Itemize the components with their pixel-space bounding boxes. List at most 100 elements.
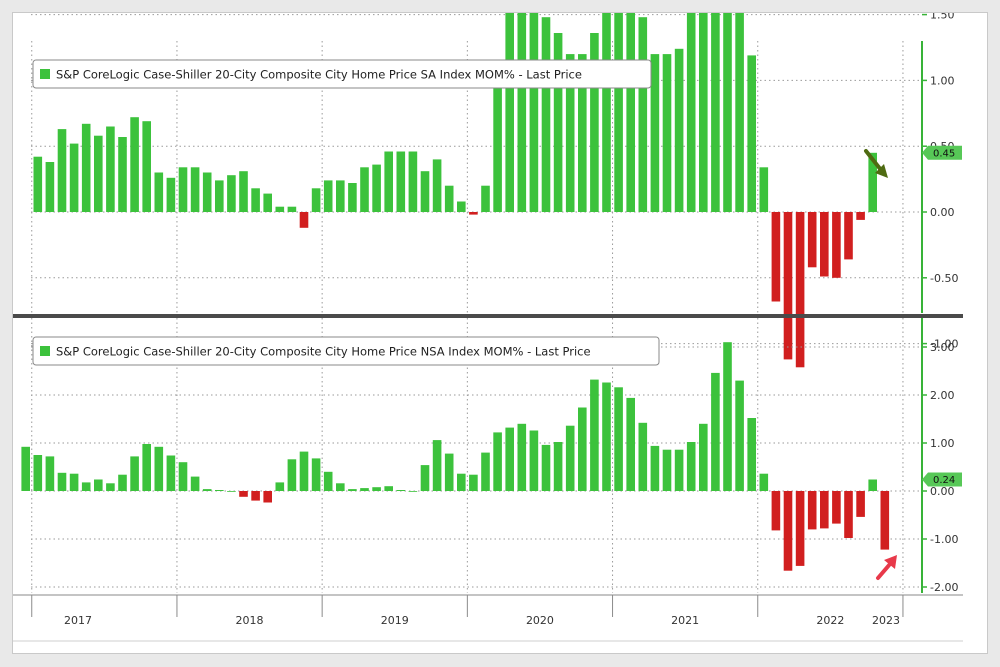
legend-swatch	[40, 346, 50, 356]
bar	[432, 440, 442, 491]
bar	[674, 48, 684, 212]
bar	[820, 491, 829, 529]
bar	[565, 425, 575, 491]
bar	[45, 456, 55, 491]
x-tick-label: 2023	[872, 614, 900, 627]
bar	[553, 442, 563, 491]
bar	[227, 175, 236, 212]
bar	[215, 490, 224, 491]
bar	[578, 54, 587, 212]
panel-1: 2.502.001.501.000.500.00-0.50-1.00S&P Co…	[31, 13, 962, 368]
y-tick-label: 1.00	[930, 437, 955, 450]
y-tick-label: -2.00	[930, 581, 958, 594]
bar	[699, 13, 708, 213]
bar	[178, 167, 188, 212]
bar	[251, 188, 260, 212]
arrow-bottom-head	[884, 555, 897, 569]
last-value-label: 0.45	[933, 148, 955, 159]
bar	[239, 171, 248, 212]
bar	[723, 342, 732, 491]
bar	[457, 201, 466, 212]
bar	[844, 491, 853, 538]
x-tick-label: 2017	[64, 614, 92, 627]
bar	[711, 372, 720, 491]
bar	[602, 382, 611, 491]
bar	[94, 479, 103, 491]
bar	[336, 180, 345, 212]
bar	[21, 446, 30, 491]
bar	[505, 427, 514, 491]
bar	[323, 471, 333, 491]
bar	[106, 483, 115, 491]
bar	[130, 456, 139, 491]
x-tick-label: 2019	[381, 614, 409, 627]
bar	[747, 55, 756, 213]
bar	[602, 13, 611, 212]
bar	[771, 491, 781, 531]
y-tick-label: 0.00	[930, 485, 955, 498]
chart-frame: 2.502.001.501.000.500.00-0.50-1.00S&P Co…	[12, 12, 988, 654]
y-tick-label: 3.00	[930, 341, 955, 354]
bar	[457, 473, 466, 491]
y-tick-label: -1.00	[930, 533, 958, 546]
bar	[638, 17, 648, 213]
bar	[565, 54, 575, 212]
bar	[856, 491, 865, 517]
bar	[686, 442, 696, 491]
bar	[118, 137, 127, 212]
bar	[469, 212, 478, 215]
bar	[723, 13, 732, 212]
bar	[759, 473, 769, 491]
bar	[832, 491, 841, 524]
bar	[626, 397, 635, 491]
bar	[396, 490, 406, 491]
bar	[142, 121, 151, 212]
bar	[336, 483, 345, 491]
x-tick-label: 2020	[526, 614, 554, 627]
y-tick-label: 0.00	[930, 206, 955, 219]
bar	[783, 212, 793, 360]
bar	[662, 54, 672, 212]
y-tick-label: 1.00	[930, 74, 955, 87]
bar	[360, 167, 369, 212]
bar	[481, 452, 490, 491]
arrow-top-shaft	[864, 149, 883, 172]
bar	[759, 167, 769, 212]
bar	[541, 444, 551, 491]
bar	[444, 453, 454, 491]
bar	[420, 171, 430, 212]
bar	[287, 206, 297, 212]
bar	[868, 479, 877, 491]
panel-2: 3.00 2.00 1.00 0.00 -1.00 -2.00 S&P CoreLogic …	[21, 318, 962, 594]
bar	[239, 491, 248, 497]
bar	[372, 164, 381, 212]
bar	[396, 151, 406, 212]
bar	[856, 212, 865, 220]
bar	[311, 188, 321, 212]
x-tick-label: 2018	[236, 614, 264, 627]
bar	[299, 212, 309, 228]
arrow-bottom	[876, 555, 897, 580]
bar	[251, 491, 260, 501]
bar	[372, 487, 381, 491]
bar	[807, 212, 817, 268]
bar	[783, 491, 793, 571]
legend-swatch	[40, 69, 50, 79]
dual-bar-chart: 2.502.001.501.000.500.00-0.50-1.00S&P Co…	[13, 13, 963, 642]
bar	[638, 422, 648, 491]
bar	[275, 206, 285, 212]
bar	[493, 432, 502, 491]
x-tick-label: 2021	[671, 614, 699, 627]
y-tick-label: -0.50	[930, 272, 958, 285]
bar	[420, 465, 430, 491]
bar	[529, 430, 539, 491]
legend: S&P CoreLogic Case-Shiller 20-City Compo…	[32, 336, 660, 366]
bar	[832, 212, 841, 278]
bar	[348, 183, 357, 212]
bar	[142, 444, 151, 491]
bar	[699, 423, 708, 491]
bar	[686, 13, 696, 212]
bar	[360, 488, 369, 491]
bar	[311, 458, 321, 491]
last-value-tag	[922, 472, 962, 487]
